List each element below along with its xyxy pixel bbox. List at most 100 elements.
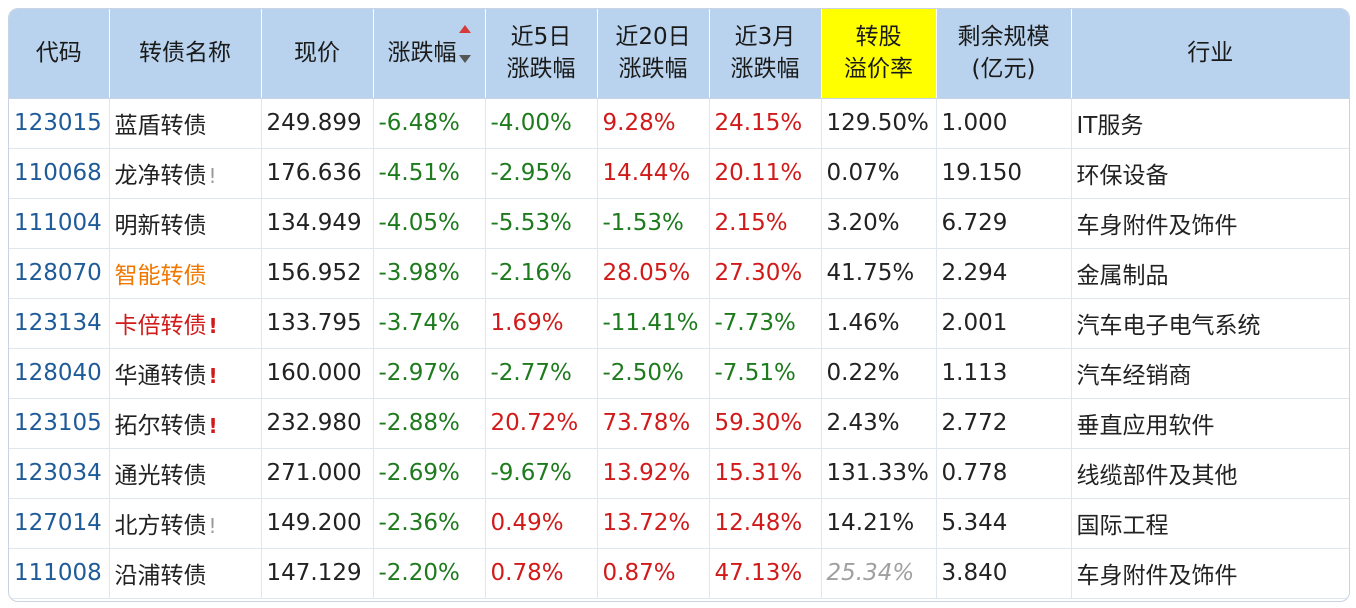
bond-code-link[interactable]: 111004 [9, 198, 110, 249]
change-20day-cell: 28.05% [597, 248, 710, 299]
bond-code-link[interactable]: 128040 [9, 348, 110, 399]
price-cell: 149.200 [261, 498, 374, 549]
change-3month-cell: 20.11% [709, 148, 822, 199]
bond-name-cell[interactable]: 蓝盾转债 [109, 98, 262, 149]
change-5day-cell: -2.77% [485, 348, 598, 399]
table-row[interactable]: 110068 龙净转债! 176.636 -4.51% -2.95% 14.44… [9, 148, 1349, 199]
table-row[interactable]: 123034 通光转债 271.000 -2.69% -9.67% 13.92%… [9, 448, 1349, 499]
change-3month-cell: 59.30% [709, 398, 822, 449]
table-row[interactable]: 123134 卡倍转债! 133.795 -3.74% 1.69% -11.41… [9, 298, 1349, 349]
bond-code-link[interactable]: 123134 [9, 298, 110, 349]
table-row[interactable]: 111008 沿浦转债 147.129 -2.20% 0.78% 0.87% 4… [9, 548, 1349, 599]
bond-name-cell[interactable]: 拓尔转债! [109, 398, 262, 449]
header-price[interactable]: 现价 [261, 9, 374, 99]
industry-cell: IT服务 [1071, 98, 1349, 149]
bond-name-cell[interactable]: 明新转债 [109, 198, 262, 249]
bond-code-link[interactable]: 111008 [9, 548, 110, 599]
header-industry[interactable]: 行业 [1071, 9, 1349, 99]
warning-flag-icon: ! [208, 314, 218, 338]
premium-cell: 129.50% [821, 98, 937, 149]
bond-name[interactable]: 通光转债 [114, 463, 207, 489]
bond-code-link[interactable]: 127014 [9, 498, 110, 549]
change-5day-cell: 1.69% [485, 298, 598, 349]
change-20day-cell: -11.41% [597, 298, 710, 349]
warning-flag-icon: ! [208, 164, 217, 188]
header-change[interactable]: 涨跌幅 [373, 9, 486, 99]
bond-name-cell[interactable]: 华通转债! [109, 348, 262, 399]
industry-cell: 线缆部件及其他 [1071, 448, 1349, 499]
bond-table-container: 代码 转债名称 现价 涨跌幅 近5日 涨跌幅 近20日 涨跌幅 近3月 涨跌幅 转股溢… [8, 8, 1350, 602]
premium-cell: 131.33% [821, 448, 937, 499]
industry-cell: 汽车电子电气系统 [1071, 298, 1349, 349]
table-row[interactable]: 111004 明新转债 134.949 -4.05% -5.53% -1.53%… [9, 198, 1349, 249]
change-cell: -2.97% [373, 348, 486, 399]
industry-cell: 车身附件及饰件 [1071, 548, 1349, 599]
bond-code-link[interactable]: 123015 [9, 98, 110, 149]
header-code[interactable]: 代码 [9, 9, 110, 99]
change-3month-cell: 27.30% [709, 248, 822, 299]
bond-name-cell[interactable]: 沿浦转债 [109, 548, 262, 599]
bond-code-link[interactable]: 123105 [9, 398, 110, 449]
header-conversion-premium[interactable]: 转股 溢价率 [821, 9, 937, 99]
industry-cell: 垂直应用软件 [1071, 398, 1349, 449]
scale-cell: 0.778 [936, 448, 1072, 499]
price-cell: 249.899 [261, 98, 374, 149]
bond-name[interactable]: 蓝盾转债 [114, 113, 207, 139]
industry-cell: 车身附件及饰件 [1071, 198, 1349, 249]
bond-name[interactable]: 卡倍转债 [114, 313, 207, 339]
bond-name-cell[interactable]: 通光转债 [109, 448, 262, 499]
sort-arrows-icon[interactable] [458, 24, 471, 69]
scale-cell: 19.150 [936, 148, 1072, 199]
price-cell: 133.795 [261, 298, 374, 349]
scale-cell: 3.840 [936, 548, 1072, 599]
change-20day-cell: 13.92% [597, 448, 710, 499]
price-cell: 232.980 [261, 398, 374, 449]
scale-cell: 5.344 [936, 498, 1072, 549]
header-20day-change[interactable]: 近20日 涨跌幅 [597, 9, 710, 99]
bond-name[interactable]: 明新转债 [114, 213, 207, 239]
warning-flag-icon: ! [208, 364, 218, 388]
table-row[interactable]: 123015 蓝盾转债 249.899 -6.48% -4.00% 9.28% … [9, 98, 1349, 149]
warning-flag-icon: ! [208, 414, 218, 438]
premium-cell: 0.22% [821, 348, 937, 399]
change-3month-cell: 47.13% [709, 548, 822, 599]
bond-name[interactable]: 拓尔转债 [114, 413, 207, 439]
header-5day-change[interactable]: 近5日 涨跌幅 [485, 9, 598, 99]
change-3month-cell: 15.31% [709, 448, 822, 499]
change-20day-cell: 9.28% [597, 98, 710, 149]
change-5day-cell: -2.95% [485, 148, 598, 199]
table-row[interactable]: 128070 智能转债 156.952 -3.98% -2.16% 28.05%… [9, 248, 1349, 299]
change-20day-cell: -2.50% [597, 348, 710, 399]
bond-code-link[interactable]: 110068 [9, 148, 110, 199]
bond-code-link[interactable]: 128070 [9, 248, 110, 299]
price-cell: 147.129 [261, 548, 374, 599]
bond-name-cell[interactable]: 龙净转债! [109, 148, 262, 199]
premium-cell: 1.46% [821, 298, 937, 349]
bond-name-cell[interactable]: 卡倍转债! [109, 298, 262, 349]
bond-name[interactable]: 沿浦转债 [114, 563, 207, 589]
scale-cell: 1.113 [936, 348, 1072, 399]
bond-name-cell[interactable]: 智能转债 [109, 248, 262, 299]
table-row[interactable]: 127014 北方转债! 149.200 -2.36% 0.49% 13.72%… [9, 498, 1349, 549]
price-cell: 176.636 [261, 148, 374, 199]
bond-name[interactable]: 华通转债 [114, 363, 207, 389]
bond-name-cell[interactable]: 北方转债! [109, 498, 262, 549]
industry-cell: 汽车经销商 [1071, 348, 1349, 399]
table-row[interactable]: 128040 华通转债! 160.000 -2.97% -2.77% -2.50… [9, 348, 1349, 399]
header-3month-change[interactable]: 近3月 涨跌幅 [709, 9, 822, 99]
change-cell: -3.74% [373, 298, 486, 349]
header-name[interactable]: 转债名称 [109, 9, 262, 99]
table-row[interactable]: 123105 拓尔转债! 232.980 -2.88% 20.72% 73.78… [9, 398, 1349, 449]
header-remaining-scale[interactable]: 剩余规模 (亿元) [936, 9, 1072, 99]
bond-name[interactable]: 北方转债 [114, 513, 207, 539]
change-cell: -2.36% [373, 498, 486, 549]
price-cell: 160.000 [261, 348, 374, 399]
bond-name[interactable]: 智能转债 [114, 263, 207, 289]
change-20day-cell: -1.53% [597, 198, 710, 249]
change-20day-cell: 73.78% [597, 398, 710, 449]
change-20day-cell: 14.44% [597, 148, 710, 199]
change-5day-cell: -9.67% [485, 448, 598, 499]
scale-cell: 2.001 [936, 298, 1072, 349]
bond-name[interactable]: 龙净转债 [114, 163, 207, 189]
bond-code-link[interactable]: 123034 [9, 448, 110, 499]
